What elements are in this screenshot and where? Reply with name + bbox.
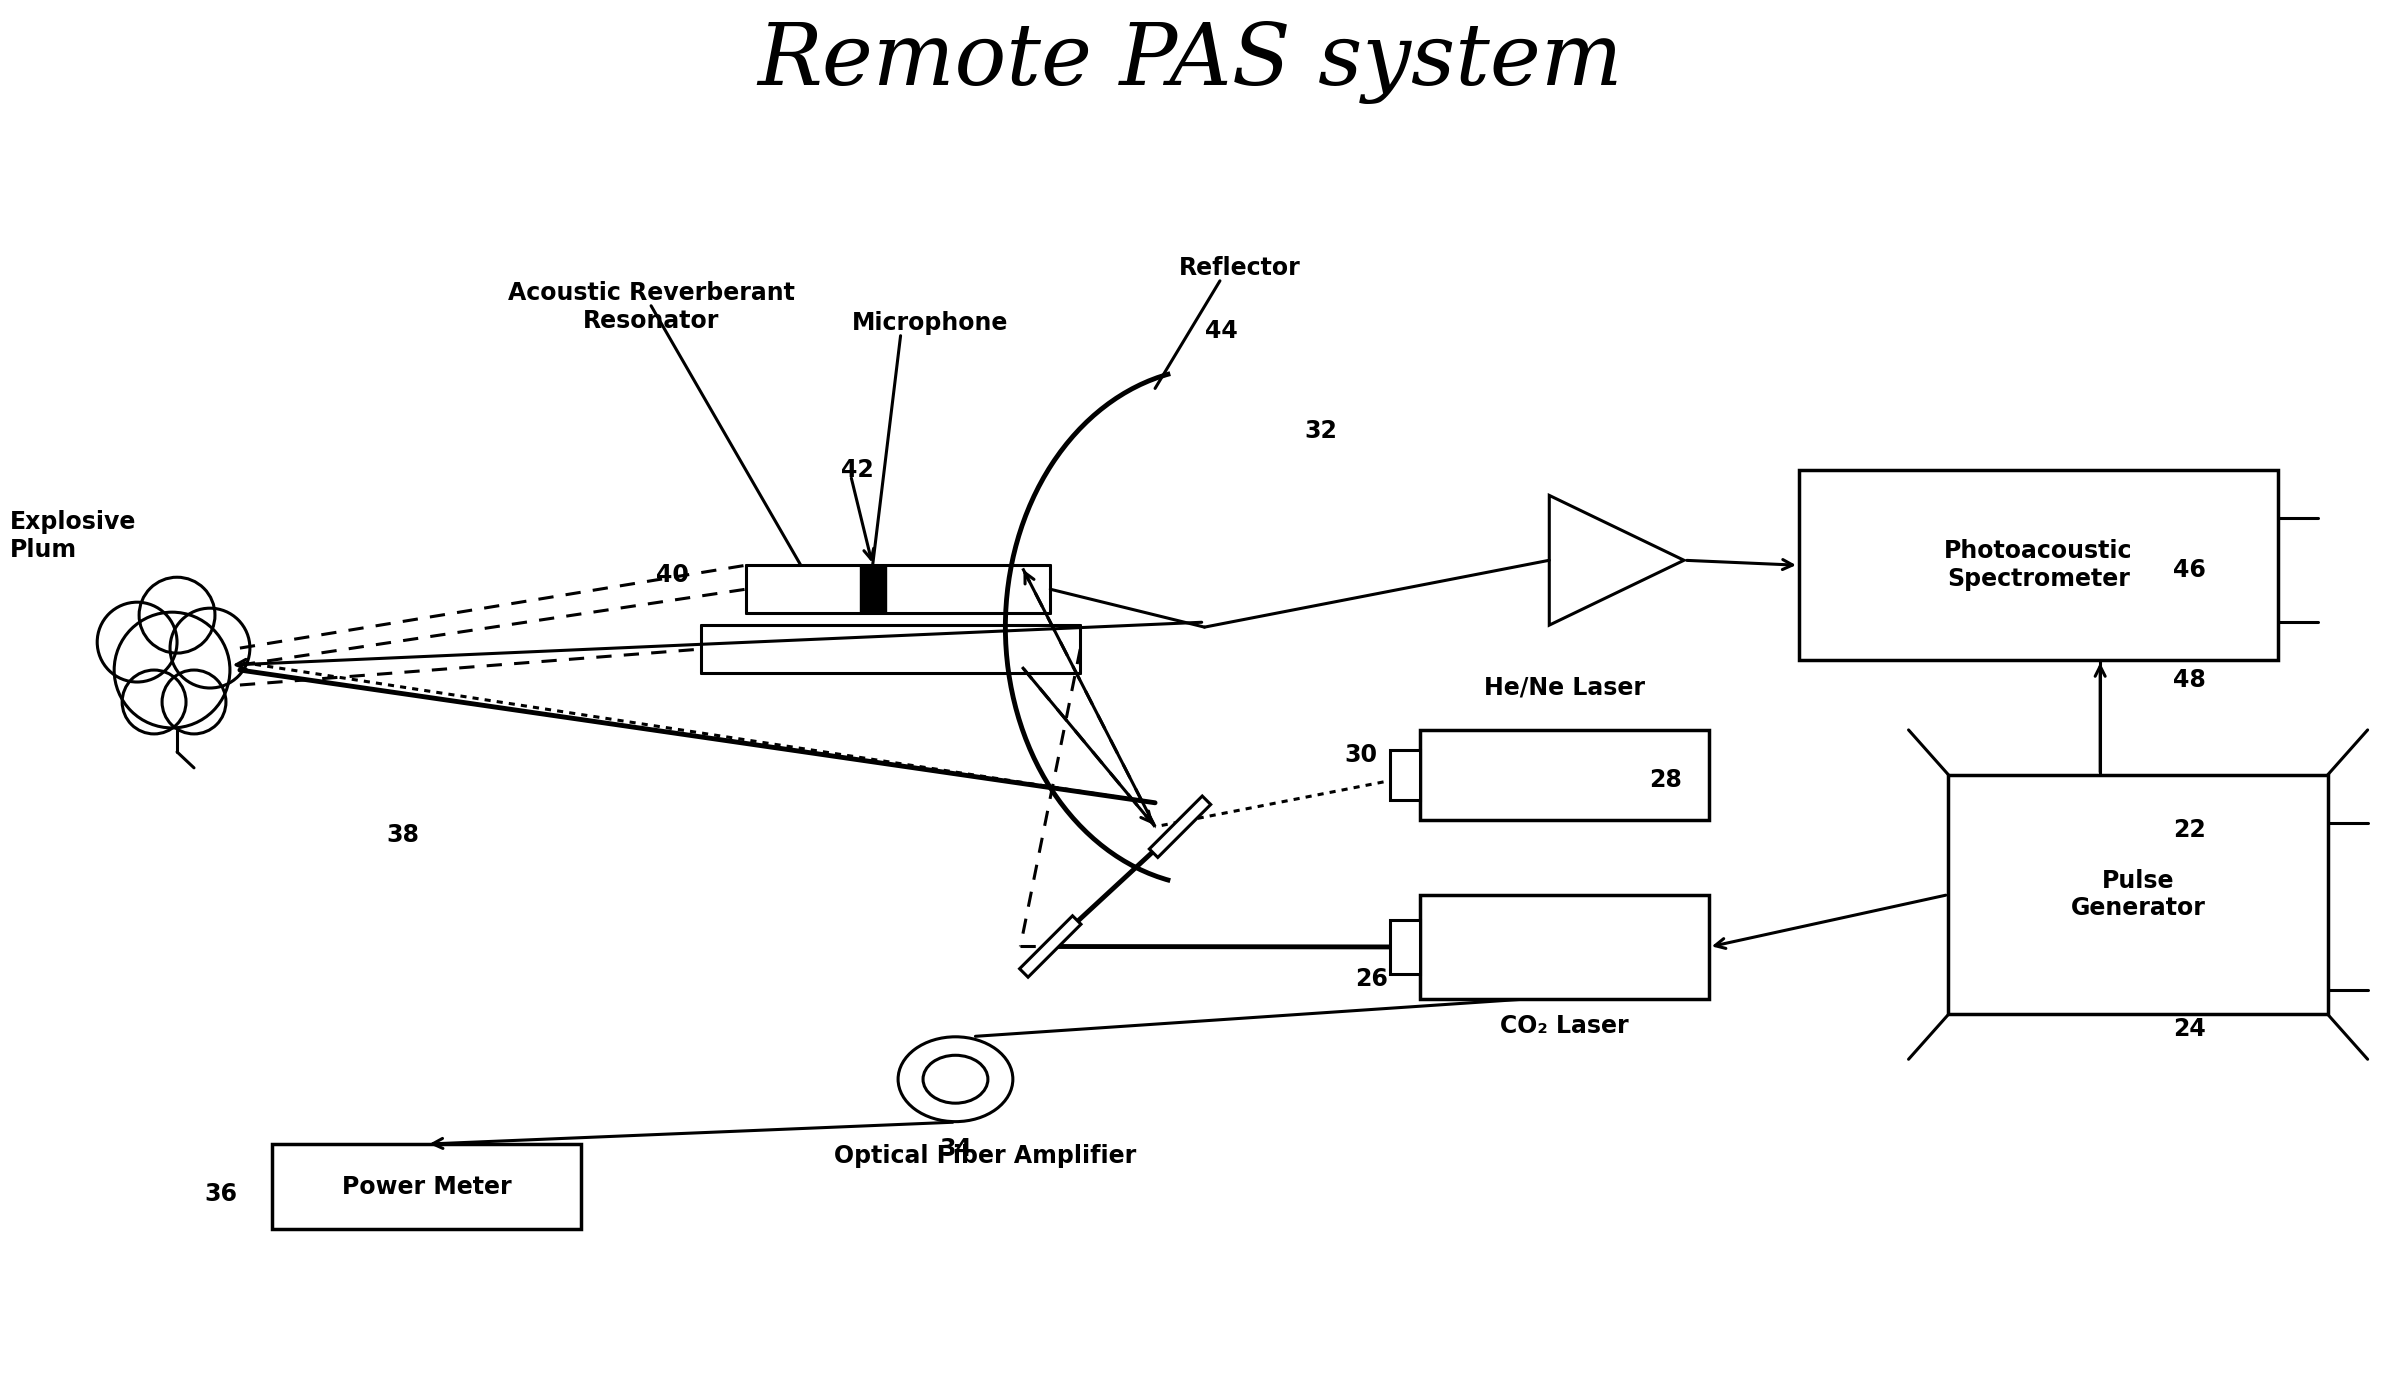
Circle shape xyxy=(162,670,226,734)
Text: Pulse
Generator: Pulse Generator xyxy=(2071,868,2205,921)
Text: 24: 24 xyxy=(2174,1018,2205,1042)
Text: Microphone: Microphone xyxy=(852,310,1010,335)
Circle shape xyxy=(138,578,214,654)
Text: 42: 42 xyxy=(840,458,874,482)
Text: Photoacoustic
Spectrometer: Photoacoustic Spectrometer xyxy=(1943,539,2133,591)
Text: 38: 38 xyxy=(386,823,419,846)
Ellipse shape xyxy=(924,1055,988,1104)
Text: 34: 34 xyxy=(938,1137,971,1161)
Text: 30: 30 xyxy=(1345,742,1379,767)
Bar xyxy=(1798,471,2279,661)
Text: Optical Fiber Amplifier: Optical Fiber Amplifier xyxy=(833,1144,1136,1168)
Bar xyxy=(1419,895,1710,1000)
Text: Acoustic Reverberant
Resonator: Acoustic Reverberant Resonator xyxy=(507,281,795,332)
Text: 44: 44 xyxy=(1205,319,1238,342)
Ellipse shape xyxy=(898,1037,1012,1122)
Text: Remote PAS system: Remote PAS system xyxy=(757,21,1624,104)
Bar xyxy=(1391,920,1419,975)
Text: He/Ne Laser: He/Ne Laser xyxy=(1483,674,1645,699)
Circle shape xyxy=(114,612,231,729)
Text: 48: 48 xyxy=(2174,668,2205,692)
Polygon shape xyxy=(1150,796,1210,857)
Circle shape xyxy=(121,670,186,734)
Text: 22: 22 xyxy=(2174,817,2205,842)
Text: 36: 36 xyxy=(205,1181,238,1206)
Text: 46: 46 xyxy=(2174,558,2205,582)
Text: Power Meter: Power Meter xyxy=(343,1174,512,1198)
Bar xyxy=(1391,749,1419,799)
Text: 40: 40 xyxy=(657,564,688,587)
Circle shape xyxy=(169,608,250,688)
Text: 32: 32 xyxy=(1305,418,1338,443)
Bar xyxy=(1948,774,2329,1014)
Text: Reflector: Reflector xyxy=(1179,256,1300,280)
Bar xyxy=(1419,730,1710,820)
Polygon shape xyxy=(1019,915,1081,978)
Bar xyxy=(271,1144,581,1228)
Text: CO₂ Laser: CO₂ Laser xyxy=(1500,1014,1629,1039)
Text: 26: 26 xyxy=(1355,968,1388,992)
Bar xyxy=(860,565,886,614)
Text: 28: 28 xyxy=(1650,767,1681,792)
Text: Explosive
Plum: Explosive Plum xyxy=(10,510,136,562)
Circle shape xyxy=(98,602,176,681)
